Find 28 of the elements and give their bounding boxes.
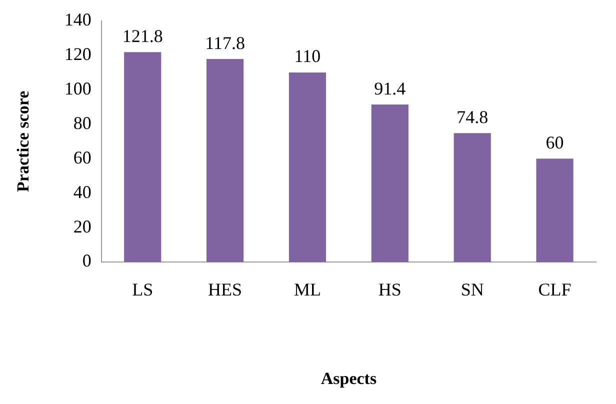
- data-label: 121.8: [122, 26, 163, 46]
- y-tick-label: 40: [73, 182, 92, 202]
- data-label: 74.8: [456, 106, 488, 127]
- x-axis-title: Aspects: [320, 369, 377, 388]
- x-tick-label: SN: [460, 280, 484, 300]
- data-label: 91.4: [374, 78, 406, 98]
- bar: [124, 52, 162, 262]
- data-label: 117.8: [205, 32, 245, 53]
- x-tick-label: LS: [132, 280, 154, 300]
- y-tick-label: 60: [73, 147, 92, 168]
- y-tick-label: 100: [64, 78, 92, 98]
- y-tick-label: 20: [73, 216, 92, 236]
- y-tick-label: 120: [64, 44, 92, 64]
- data-label: 110: [294, 46, 321, 66]
- x-tick-label: HES: [208, 280, 242, 300]
- y-tick-label: 80: [73, 112, 92, 133]
- y-axis-title: Practice score: [14, 90, 33, 192]
- y-tick-label: 140: [64, 10, 92, 30]
- x-tick-label: HS: [378, 280, 402, 300]
- x-tick-label: ML: [294, 280, 321, 300]
- bar: [536, 158, 574, 262]
- bar: [288, 72, 326, 262]
- data-label: 60: [546, 132, 564, 152]
- bar: [371, 104, 408, 262]
- bar: [206, 59, 244, 262]
- bar: [454, 133, 491, 262]
- y-tick-label: 0: [82, 250, 92, 271]
- x-tick-label: CLF: [538, 280, 572, 300]
